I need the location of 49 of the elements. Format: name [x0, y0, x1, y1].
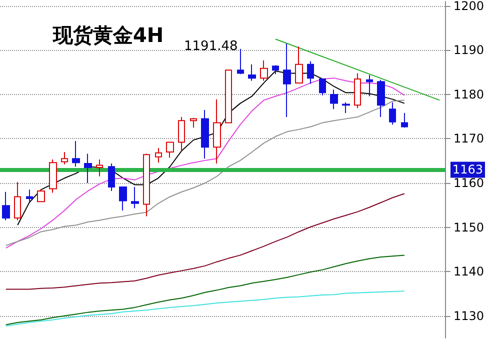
annotation: 1191.48 — [184, 39, 238, 54]
candlestick — [119, 186, 127, 211]
y-tick-label: 1170 — [453, 132, 484, 146]
candlestick — [319, 78, 326, 96]
candlestick — [72, 140, 80, 168]
y-tick-label: 1200 — [453, 0, 484, 13]
ref-line-label: 1163 — [452, 162, 484, 177]
candlestick — [14, 182, 21, 221]
y-tick-label: 1180 — [453, 87, 484, 102]
candlestick — [190, 117, 197, 128]
text: 现货黄金4H — [52, 23, 164, 47]
candlestick — [401, 112, 408, 128]
candlestick — [366, 74, 373, 97]
line-series — [5, 290, 405, 327]
candlestick — [178, 116, 185, 153]
candlestick — [26, 189, 33, 202]
candlestick — [2, 191, 10, 221]
candlestick — [389, 102, 396, 126]
line-series — [5, 193, 405, 290]
y-tick-label: 1130 — [453, 308, 484, 323]
candlestick — [155, 148, 162, 164]
y-tick-label: 1140 — [453, 264, 484, 279]
candlestick — [272, 64, 279, 75]
candlestick — [61, 152, 68, 165]
candlestick — [248, 64, 256, 82]
candlestick — [377, 79, 385, 118]
candlestick — [108, 163, 115, 192]
candlestick — [131, 186, 139, 209]
candlestick — [49, 159, 57, 194]
candlestick — [143, 153, 150, 217]
candlestick — [295, 46, 303, 84]
y-tick-label: 1190 — [453, 43, 484, 58]
candlestick — [330, 89, 338, 110]
line-series — [5, 254, 405, 326]
y-tick-label: 1160 — [453, 176, 484, 190]
y-tick-label: 1150 — [453, 220, 484, 234]
candlestick — [37, 189, 45, 202]
candlestick — [96, 159, 103, 177]
candlestick — [84, 153, 92, 184]
candlestick — [201, 109, 209, 160]
candlestick — [342, 102, 350, 114]
candlestick — [283, 43, 291, 118]
candlestick — [225, 70, 232, 124]
candlestick — [307, 60, 314, 84]
candlestick — [354, 72, 361, 109]
candlestick — [237, 48, 244, 75]
candlestick — [260, 60, 268, 82]
candlestick — [166, 142, 174, 158]
candlestick — [213, 98, 221, 164]
